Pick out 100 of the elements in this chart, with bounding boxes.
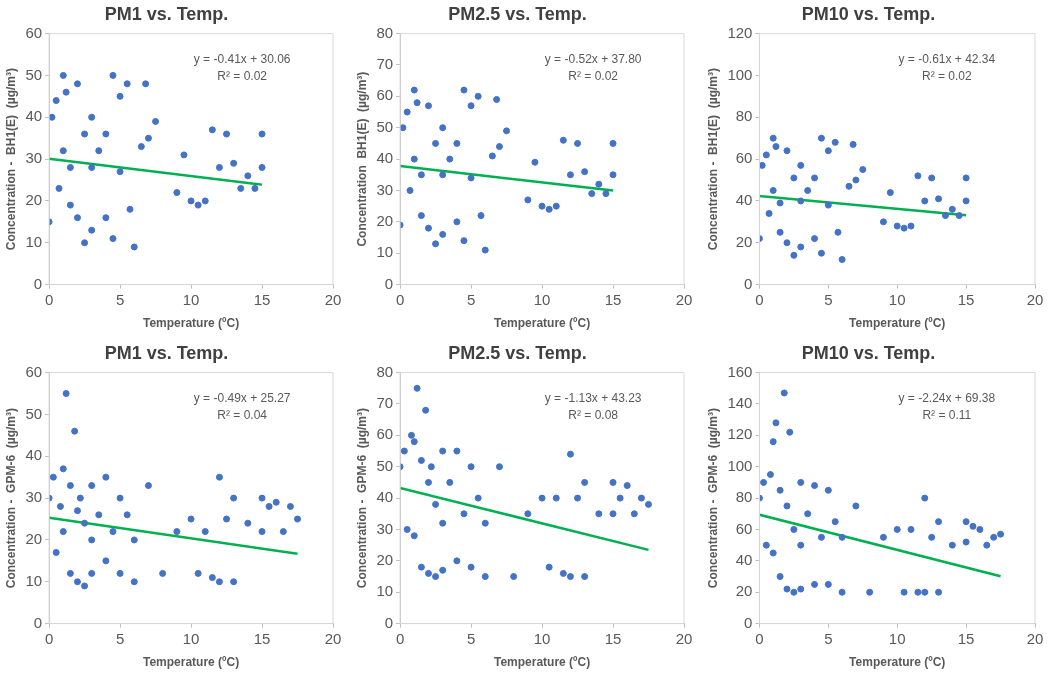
x-tick-label: 10 bbox=[182, 290, 200, 308]
y-tick-label: 30 bbox=[376, 180, 394, 198]
x-tick-label: 15 bbox=[604, 629, 622, 647]
y-tick-label: 0 bbox=[384, 274, 394, 292]
annotation: y = -2.24x + 69.38 bbox=[898, 390, 996, 405]
x-tick-label: 10 bbox=[182, 629, 200, 647]
y-tick-label: 40 bbox=[735, 550, 753, 568]
y-tick-label: 50 bbox=[25, 404, 43, 422]
y-tick-label: 40 bbox=[25, 107, 43, 125]
x-tick-label: 0 bbox=[44, 290, 54, 308]
y-tick-label: 60 bbox=[376, 425, 394, 443]
y-tick-label: 30 bbox=[25, 488, 43, 506]
x-tick-label: 10 bbox=[888, 629, 906, 647]
x-tick-label: 5 bbox=[115, 290, 125, 308]
y-tick-label: 50 bbox=[25, 65, 43, 83]
chart-title: PM10 vs. Temp. bbox=[801, 3, 936, 24]
chart-title: PM2.5 vs. Temp. bbox=[448, 342, 587, 363]
y-axis-title: Concentration - BH1(E) (µg/m³) bbox=[3, 67, 18, 251]
x-tick-label: 10 bbox=[533, 290, 551, 308]
chart-title: PM1 vs. Temp. bbox=[104, 342, 229, 363]
y-tick-label: 160 bbox=[727, 362, 753, 380]
y-tick-label: 40 bbox=[25, 446, 43, 464]
annotation: R² = 0.04 bbox=[217, 407, 268, 422]
y-tick-label: 80 bbox=[735, 107, 753, 125]
x-tick-label: 20 bbox=[324, 629, 342, 647]
y-tick-label: 50 bbox=[376, 456, 394, 474]
annotation: y = -1.13x + 43.23 bbox=[544, 390, 642, 405]
x-axis-title: Temperature (ºC) bbox=[493, 316, 591, 331]
annotation: R² = 0.02 bbox=[921, 68, 972, 83]
y-tick-label: 60 bbox=[735, 149, 753, 167]
annotation: y = -0.41x + 30.06 bbox=[193, 51, 291, 66]
y-tick-label: 120 bbox=[727, 23, 753, 41]
x-tick-label: 20 bbox=[1026, 290, 1044, 308]
y-tick-label: 120 bbox=[727, 425, 753, 443]
annotation: R² = 0.02 bbox=[568, 68, 619, 83]
annotation: y = -0.52x + 37.80 bbox=[544, 51, 642, 66]
x-tick-label: 15 bbox=[957, 290, 975, 308]
y-tick-label: 60 bbox=[25, 23, 43, 41]
chart-title: PM10 vs. Temp. bbox=[801, 342, 936, 363]
y-tick-label: 50 bbox=[376, 117, 394, 135]
annotation: y = -0.49x + 25.27 bbox=[193, 390, 291, 405]
x-axis-title: Temperature (ºC) bbox=[849, 316, 946, 331]
y-axis-title: Concentration - GPM-6 (µg/m³) bbox=[3, 407, 18, 589]
y-tick-label: 30 bbox=[376, 519, 394, 537]
y-tick-label: 20 bbox=[25, 191, 43, 209]
y-tick-label: 80 bbox=[376, 23, 394, 41]
chart-title: PM1 vs. Temp. bbox=[104, 3, 229, 24]
x-tick-label: 0 bbox=[755, 629, 764, 647]
y-tick-label: 0 bbox=[744, 613, 753, 631]
y-tick-label: 80 bbox=[376, 362, 394, 380]
y-tick-label: 10 bbox=[25, 232, 43, 250]
x-tick-label: 20 bbox=[675, 290, 693, 308]
x-axis-title: Temperature (ºC) bbox=[142, 655, 240, 670]
y-tick-label: 0 bbox=[744, 274, 753, 292]
x-tick-label: 5 bbox=[466, 629, 476, 647]
y-tick-label: 20 bbox=[25, 530, 43, 548]
x-tick-label: 20 bbox=[1026, 629, 1044, 647]
y-tick-label: 80 bbox=[735, 488, 753, 506]
x-tick-label: 5 bbox=[115, 629, 125, 647]
y-tick-label: 40 bbox=[735, 191, 753, 209]
x-tick-label: 10 bbox=[888, 290, 906, 308]
y-tick-label: 60 bbox=[25, 362, 43, 380]
y-axis-title: Concentration - GPM-6 (µg/m³) bbox=[354, 407, 369, 589]
y-tick-label: 60 bbox=[735, 519, 753, 537]
annotation: R² = 0.08 bbox=[568, 407, 619, 422]
y-tick-label: 20 bbox=[376, 211, 394, 229]
x-tick-label: 20 bbox=[675, 629, 693, 647]
annotation: R² = 0.02 bbox=[217, 68, 268, 83]
x-tick-label: 5 bbox=[466, 290, 476, 308]
x-tick-label: 15 bbox=[253, 290, 271, 308]
y-tick-label: 140 bbox=[727, 394, 753, 412]
x-axis-title: Temperature (ºC) bbox=[493, 655, 591, 670]
x-tick-label: 20 bbox=[324, 290, 342, 308]
x-tick-label: 0 bbox=[44, 629, 54, 647]
chart-title: PM2.5 vs. Temp. bbox=[448, 3, 587, 24]
annotation: y = -0.61x + 42.34 bbox=[898, 51, 996, 66]
x-tick-label: 0 bbox=[755, 290, 764, 308]
y-tick-label: 20 bbox=[376, 550, 394, 568]
x-tick-label: 5 bbox=[824, 629, 833, 647]
y-axis-title: Concentration - BH1(E) (µg/m³) bbox=[705, 67, 720, 251]
y-tick-label: 60 bbox=[376, 86, 394, 104]
y-tick-label: 40 bbox=[376, 488, 394, 506]
x-tick-label: 10 bbox=[533, 629, 551, 647]
y-tick-label: 10 bbox=[376, 582, 394, 600]
x-tick-label: 15 bbox=[957, 629, 975, 647]
y-tick-label: 20 bbox=[735, 232, 753, 250]
x-tick-label: 0 bbox=[395, 629, 405, 647]
annotation: R² = 0.11 bbox=[922, 407, 972, 422]
x-tick-label: 15 bbox=[253, 629, 271, 647]
y-tick-label: 100 bbox=[727, 456, 753, 474]
y-tick-label: 0 bbox=[33, 274, 43, 292]
y-tick-label: 70 bbox=[376, 55, 394, 73]
x-axis-title: Temperature (ºC) bbox=[849, 655, 946, 670]
y-tick-label: 70 bbox=[376, 394, 394, 412]
y-tick-label: 10 bbox=[25, 571, 43, 589]
y-axis-title: Concentration BH1(E) (µg/m³) bbox=[354, 71, 369, 247]
y-tick-label: 30 bbox=[25, 149, 43, 167]
x-tick-label: 5 bbox=[824, 290, 833, 308]
x-tick-label: 15 bbox=[604, 290, 622, 308]
y-tick-label: 10 bbox=[376, 243, 394, 261]
